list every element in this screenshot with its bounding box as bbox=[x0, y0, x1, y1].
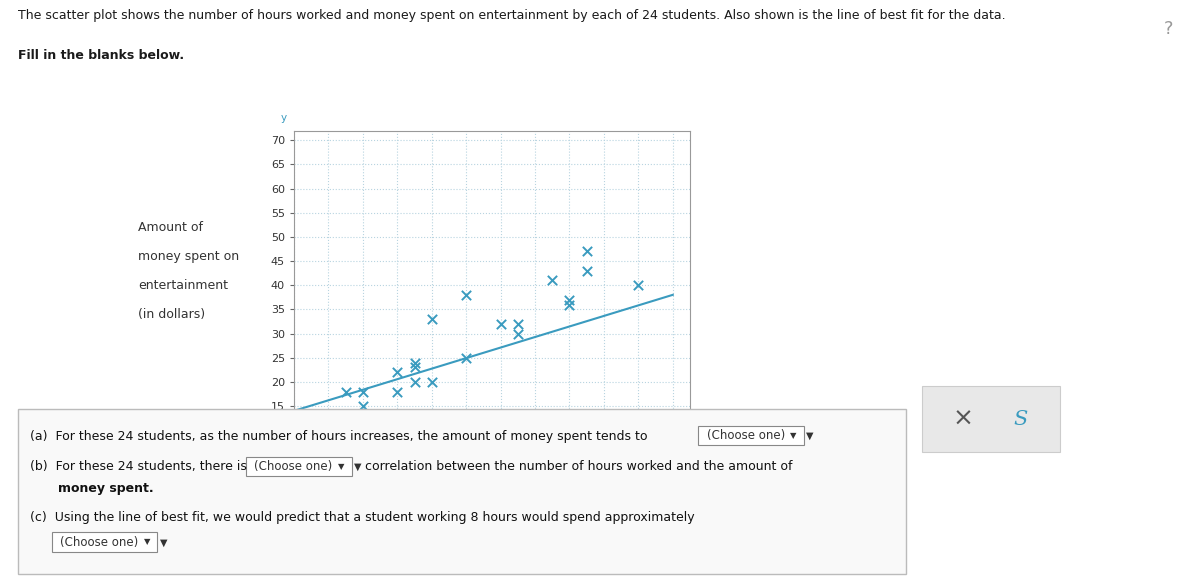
Text: S: S bbox=[1014, 409, 1028, 429]
Point bbox=[404, 358, 424, 367]
Text: entertainment: entertainment bbox=[138, 280, 228, 292]
Point bbox=[319, 450, 338, 459]
Point bbox=[319, 416, 338, 425]
X-axis label: Number of hours worked: Number of hours worked bbox=[415, 503, 569, 516]
Text: correlation between the number of hours worked and the amount of: correlation between the number of hours … bbox=[365, 461, 792, 473]
Text: (a)  For these 24 students, as the number of hours increases, the amount of mone: (a) For these 24 students, as the number… bbox=[30, 430, 648, 443]
Point bbox=[353, 387, 372, 396]
Point bbox=[336, 387, 355, 396]
Point bbox=[388, 387, 407, 396]
Text: ▼: ▼ bbox=[806, 431, 814, 441]
Text: ×: × bbox=[953, 407, 973, 431]
Point bbox=[404, 377, 424, 386]
Point bbox=[404, 362, 424, 372]
Point bbox=[542, 276, 562, 285]
Point bbox=[612, 426, 631, 435]
Text: The scatter plot shows the number of hours worked and money spent on entertainme: The scatter plot shows the number of hou… bbox=[18, 9, 1006, 21]
Point bbox=[388, 368, 407, 377]
Point bbox=[577, 246, 596, 256]
Text: (in dollars): (in dollars) bbox=[138, 309, 205, 321]
Text: ▼: ▼ bbox=[144, 538, 150, 546]
Text: (b)  For these 24 students, there is: (b) For these 24 students, there is bbox=[30, 461, 247, 473]
Text: ▼: ▼ bbox=[338, 462, 344, 471]
Point bbox=[491, 319, 510, 328]
Text: ▼: ▼ bbox=[354, 462, 361, 472]
Text: money spent on: money spent on bbox=[138, 251, 239, 263]
Text: y: y bbox=[281, 113, 287, 124]
Text: x: x bbox=[695, 486, 701, 496]
Point bbox=[422, 314, 442, 324]
Text: (Choose one): (Choose one) bbox=[254, 460, 332, 473]
Point bbox=[560, 295, 580, 305]
Point bbox=[353, 401, 372, 411]
Text: Fill in the blanks below.: Fill in the blanks below. bbox=[18, 49, 184, 62]
Text: ▼: ▼ bbox=[160, 537, 167, 548]
Point bbox=[456, 353, 475, 362]
Text: ▼: ▼ bbox=[791, 432, 797, 440]
Point bbox=[509, 319, 528, 328]
Text: (Choose one): (Choose one) bbox=[707, 429, 785, 443]
Point bbox=[456, 290, 475, 299]
Text: ?: ? bbox=[1164, 20, 1174, 38]
Text: (c)  Using the line of best fit, we would predict that a student working 8 hours: (c) Using the line of best fit, we would… bbox=[30, 511, 695, 524]
Point bbox=[577, 266, 596, 276]
Text: Amount of: Amount of bbox=[138, 222, 203, 234]
Point bbox=[560, 300, 580, 309]
Point bbox=[509, 329, 528, 338]
Text: (Choose one): (Choose one) bbox=[60, 535, 138, 549]
Point bbox=[422, 377, 442, 386]
Point bbox=[629, 281, 648, 290]
Text: money spent.: money spent. bbox=[58, 482, 154, 495]
